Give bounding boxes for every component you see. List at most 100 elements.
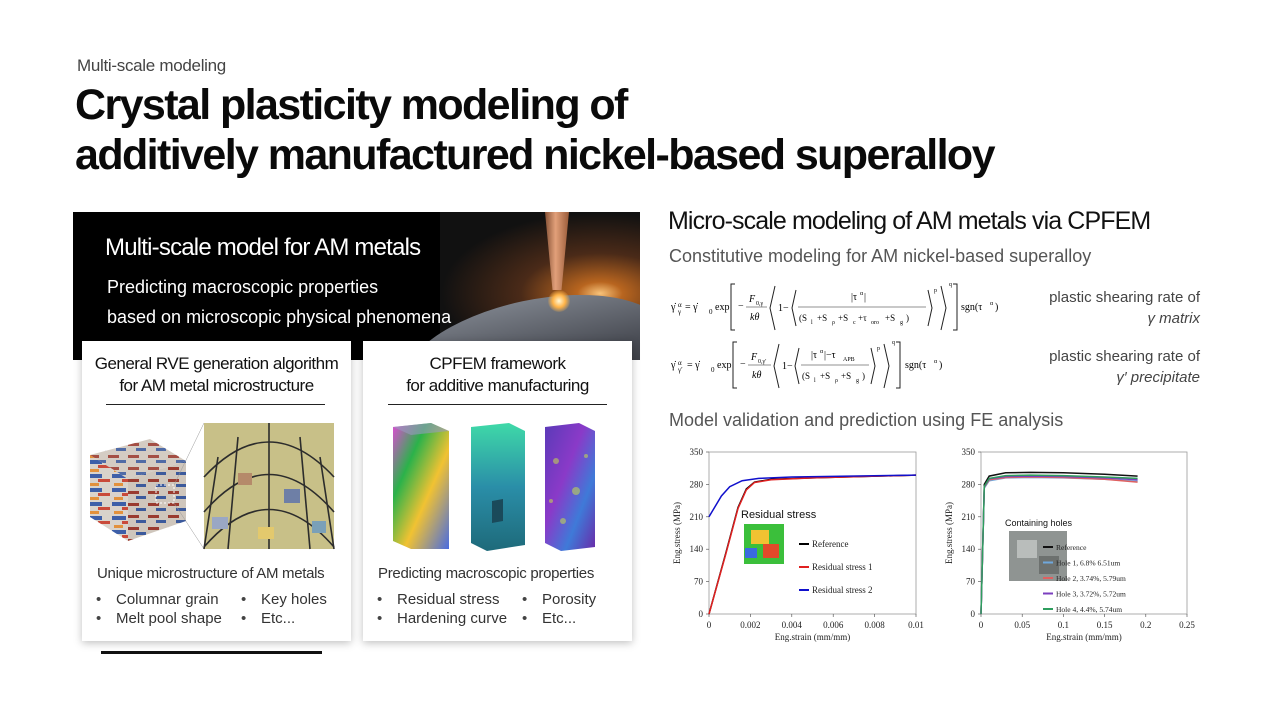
cpfem-card-title-line1: CPFEM framework [429,354,566,373]
legend-label: Hole 3, 3.72%, 5.72um [1056,590,1126,599]
rve-microstructure-image [90,422,335,550]
equation-gamma-prime-precipitate: γ̇ αγ′ = γ̇ 0 exp − F 0,γ′ kθ 1− |τ α |−τ APB … [671,340,942,389]
svg-text:l: l [814,378,816,384]
svg-text:+S: +S [838,313,848,323]
banner-desc-line1: Predicting macroscopic properties [107,277,379,297]
svg-text:ρ: ρ [835,378,838,384]
svg-text:sgn(τ: sgn(τ [961,302,982,313]
svg-text:p: p [934,288,937,294]
eq1-desc-line1: plastic shearing rate of [1049,289,1200,306]
svg-text:+S: +S [841,371,851,381]
svg-text:α: α [990,301,994,307]
y-tick-label: 70 [966,577,976,587]
y-tick-label: 140 [690,544,704,554]
plot-area [708,451,917,615]
eq2-description: plastic shearing rate of γ′ precipitate [1000,346,1200,388]
svg-text:g: g [856,378,859,384]
svg-text:0: 0 [711,366,715,374]
svg-text:α: α [678,301,682,309]
svg-text:α: α [934,359,938,365]
svg-text:p: p [877,346,880,352]
svg-text:kθ: kθ [752,370,761,381]
svg-text:0: 0 [709,308,713,316]
y-tick-label: 350 [690,447,704,457]
svg-text:F: F [748,294,756,305]
x-tick-label: 0 [979,620,984,630]
y-axis-label: Eng.stress (MPa) [944,502,954,564]
rve-card-title-line2: for AM metal microstructure [119,376,314,395]
cpfem-card: CPFEM framework for additive manufacturi… [363,341,632,641]
series-line-3 [708,474,917,518]
rve-card-bullets: Columnar grain Key holes Melt pool shape… [96,591,346,627]
bullet-columnar-grain: Columnar grain [96,591,241,608]
banner-title: Multi-scale model for AM metals [105,234,421,261]
series-line-5 [980,474,1138,615]
legend-label: Reference [812,539,848,549]
containing-holes-chart: 0 70 140 210 280 350 0 0.05 0.1 0.15 0.2 0.25 Eng.st… [944,447,1195,642]
cpfem-card-bullets: Residual stress Porosity Hardening curve… [377,591,627,627]
cpfem-card-title-line2: for additive manufacturing [406,376,589,395]
legend-label: Reference [1056,543,1087,552]
inset-title: Residual stress [741,509,817,521]
inset-image-detail [751,530,769,544]
inset-image-detail [1039,556,1059,574]
x-tick-label: 0.004 [782,620,803,630]
svg-text:γ̇: γ̇ [671,302,676,313]
page-title: Crystal plasticity modeling of additivel… [75,80,996,180]
page-title-line1: Crystal plasticity modeling of [75,81,628,129]
svg-text:F: F [750,352,758,363]
y-axis-label: Eng.stress (MPa) [672,502,682,564]
rve-card-title: General RVE generation algorithm for AM … [82,353,351,397]
svg-text:exp: exp [717,360,731,371]
svg-text:|−τ: |−τ [824,350,836,361]
svg-text:g: g [900,320,903,326]
svg-text:−: − [738,301,744,312]
svg-text:sgn(τ: sgn(τ [905,360,926,371]
svg-text:q: q [949,282,952,288]
y-tick-label: 280 [962,479,976,489]
x-tick-label: 0.1 [1058,620,1069,630]
svg-text:α: α [678,359,682,367]
svg-text:α: α [820,349,824,355]
y-tick-label: 350 [962,447,976,457]
right-section-title: Micro-scale modeling of AM metals via CP… [668,207,1151,235]
svg-text:−: − [740,359,746,370]
svg-text:|: | [864,292,866,303]
bullet-porosity: Porosity [522,591,627,608]
svg-text:): ) [906,313,909,323]
y-tick-label: 210 [690,512,704,522]
rve-card: General RVE generation algorithm for AM … [82,341,351,641]
banner-description: Predicting macroscopic properties based … [107,272,451,332]
eq2-desc-line2: γ′ precipitate [1116,369,1200,386]
card-divider [388,404,607,405]
inset-image-detail [763,544,779,558]
card-divider [106,404,325,405]
rve-card-caption: Unique microstructure of AM metals [97,565,325,582]
svg-text:(S: (S [802,371,810,381]
eq2-desc-line1: plastic shearing rate of [1049,348,1200,365]
legend-label: Hole 1, 6.8% 6.51um [1056,559,1120,568]
bullet-hardening-curve: Hardening curve [377,610,522,627]
svg-text:+S: +S [885,313,895,323]
svg-text:ρ: ρ [832,320,835,326]
svg-text:γ′: γ′ [677,366,683,374]
legend-label: Residual stress 1 [812,562,873,572]
x-tick-label: 0.008 [864,620,885,630]
svg-text:γ: γ [677,308,681,316]
series-line-1 [980,471,1138,615]
y-tick-label: 140 [962,544,976,554]
svg-text:α: α [860,291,864,297]
x-tick-label: 0.01 [908,620,924,630]
cpfem-card-title: CPFEM framework for additive manufacturi… [363,353,632,397]
inset-image-detail [745,548,757,558]
svg-text:0,γ′: 0,γ′ [758,359,767,365]
eq1-desc-line2: γ matrix [1147,310,1201,327]
rve-card-title-line1: General RVE generation algorithm [94,354,339,373]
svg-text:kθ: kθ [750,312,759,323]
svg-text:|τ: |τ [811,350,817,361]
svg-text:): ) [939,360,942,371]
svg-text:+τ: +τ [858,313,867,323]
x-axis-label: Eng.strain (mm/mm) [1046,632,1122,642]
legend-label: Residual stress 2 [812,585,873,595]
x-tick-label: 0 [707,620,712,630]
